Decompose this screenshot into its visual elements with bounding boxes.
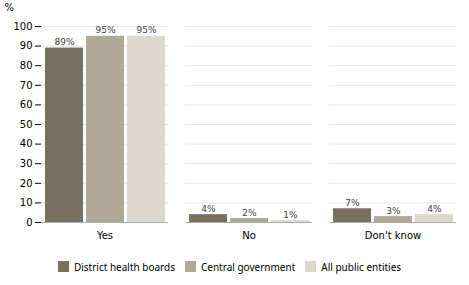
svg-text:7%: 7%: [345, 198, 360, 208]
svg-text:%: %: [5, 2, 15, 13]
svg-text:3%: 3%: [386, 206, 401, 216]
html-text:Central government: Central government: [201, 259, 296, 274]
svg-text:No: No: [242, 230, 256, 241]
html-text:District health boards: District health boards: [73, 259, 175, 274]
svg-text:50: 50: [20, 119, 33, 130]
svg-text:4%: 4%: [427, 204, 442, 214]
svg-text:40: 40: [20, 138, 33, 149]
svg-text:4%: 4%: [201, 204, 216, 214]
svg-text:89%: 89%: [54, 37, 74, 47]
svg-text:95%: 95%: [95, 25, 115, 35]
html-text:All public entities: All public entities: [321, 259, 402, 274]
svg-text:10: 10: [20, 197, 33, 208]
svg-text:95%: 95%: [136, 25, 156, 35]
svg-text:20: 20: [20, 178, 33, 189]
svg-text:2%: 2%: [242, 208, 257, 218]
svg-text:Don't know: Don't know: [365, 230, 421, 241]
svg-text:60: 60: [20, 99, 33, 110]
svg-text:80: 80: [20, 60, 33, 71]
svg-text:100: 100: [13, 21, 32, 32]
svg-text:90: 90: [20, 40, 33, 51]
svg-text:Yes: Yes: [96, 230, 113, 241]
svg-text:30: 30: [20, 158, 33, 169]
svg-text:70: 70: [20, 80, 33, 91]
svg-text:1%: 1%: [283, 210, 298, 220]
svg-text:0: 0: [26, 217, 32, 228]
